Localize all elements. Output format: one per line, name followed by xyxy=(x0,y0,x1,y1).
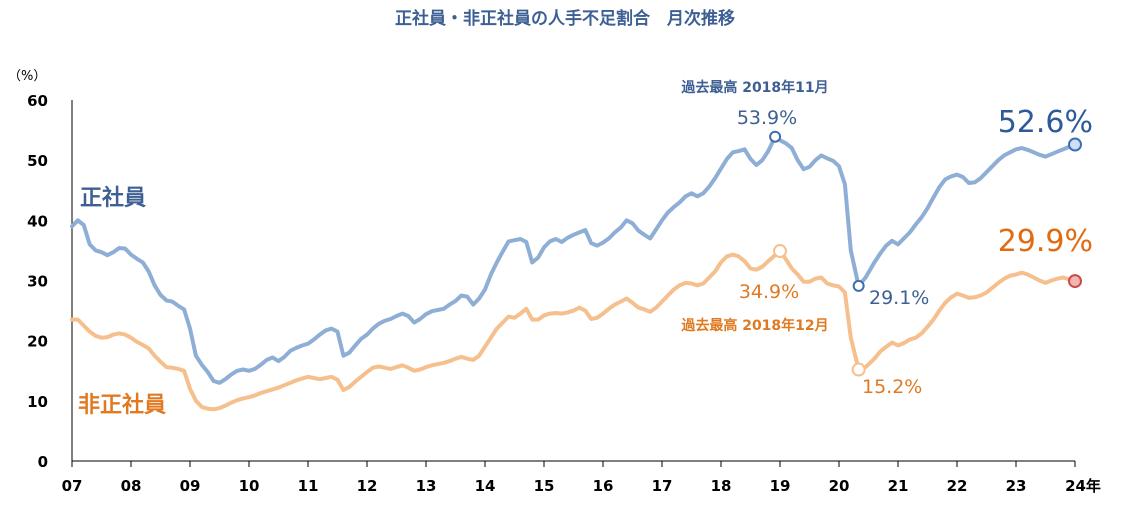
x-tick-label: 07 xyxy=(62,477,83,495)
y-tick-label: 0 xyxy=(38,453,48,471)
regular-peak-caption: 過去最高 2018年11月 xyxy=(680,79,828,96)
x-tick-label: 20 xyxy=(829,477,850,495)
y-tick-label: 50 xyxy=(27,152,48,170)
x-tick-label: 19 xyxy=(770,477,791,495)
x-tick-label: 12 xyxy=(357,477,378,495)
x-tick-label: 10 xyxy=(239,477,260,495)
y-tick-label: 30 xyxy=(27,273,48,291)
regular-latest-value: 52.6% xyxy=(998,105,1093,140)
nonregular-peak-marker xyxy=(773,244,787,259)
series-label-regular: 正社員 xyxy=(80,185,146,211)
regular-trough-marker xyxy=(852,279,865,292)
y-tick-label: 40 xyxy=(27,212,48,230)
regular-trough-value: 29.1% xyxy=(869,287,929,309)
y-tick-label: 60 xyxy=(27,92,48,110)
series-line-nonregular xyxy=(70,249,1077,412)
chart-title: 正社員・非正社員の人手不足割合 月次推移 xyxy=(395,8,735,29)
regular-peak-value: 53.9% xyxy=(737,107,797,129)
nonregular-trough-value: 15.2% xyxy=(862,376,922,398)
regular-peak-marker xyxy=(769,130,782,143)
x-tick-label: 24年 xyxy=(1065,477,1101,495)
x-tick-label: 18 xyxy=(711,477,732,495)
y-tick-label: 10 xyxy=(27,393,48,411)
nonregular-peak-value: 34.9% xyxy=(739,281,799,303)
regular-latest-marker xyxy=(1068,137,1082,152)
nonregular-latest-marker xyxy=(1068,274,1082,289)
x-tick-label: 15 xyxy=(534,477,555,495)
nonregular-trough-marker xyxy=(851,362,866,377)
x-tick-label: 08 xyxy=(121,477,142,495)
x-tick-label: 14 xyxy=(475,477,496,495)
x-tick-label: 21 xyxy=(888,477,909,495)
x-tick-group: 07 08 09 10 11 12 13 14 15 16 17 18 19 20 21 22 23 24年 xyxy=(62,461,1101,495)
nonregular-latest-value: 29.9% xyxy=(998,224,1093,259)
x-tick-label: 11 xyxy=(298,477,319,495)
y-tick-group: 0 10 20 30 40 50 60 xyxy=(27,92,48,471)
x-tick-label: 13 xyxy=(416,477,437,495)
x-tick-label: 17 xyxy=(652,477,673,495)
x-tick-label: 09 xyxy=(180,477,201,495)
y-tick-label: 20 xyxy=(27,333,48,351)
series-line-regular xyxy=(70,134,1077,385)
series-label-nonregular: 非正社員 xyxy=(78,392,166,418)
x-tick-label: 22 xyxy=(947,477,968,495)
x-tick-label: 23 xyxy=(1006,477,1027,495)
y-unit-label: （%） xyxy=(8,69,46,84)
x-tick-label: 16 xyxy=(593,477,614,495)
nonregular-peak-caption: 過去最高 2018年12月 xyxy=(680,317,828,334)
